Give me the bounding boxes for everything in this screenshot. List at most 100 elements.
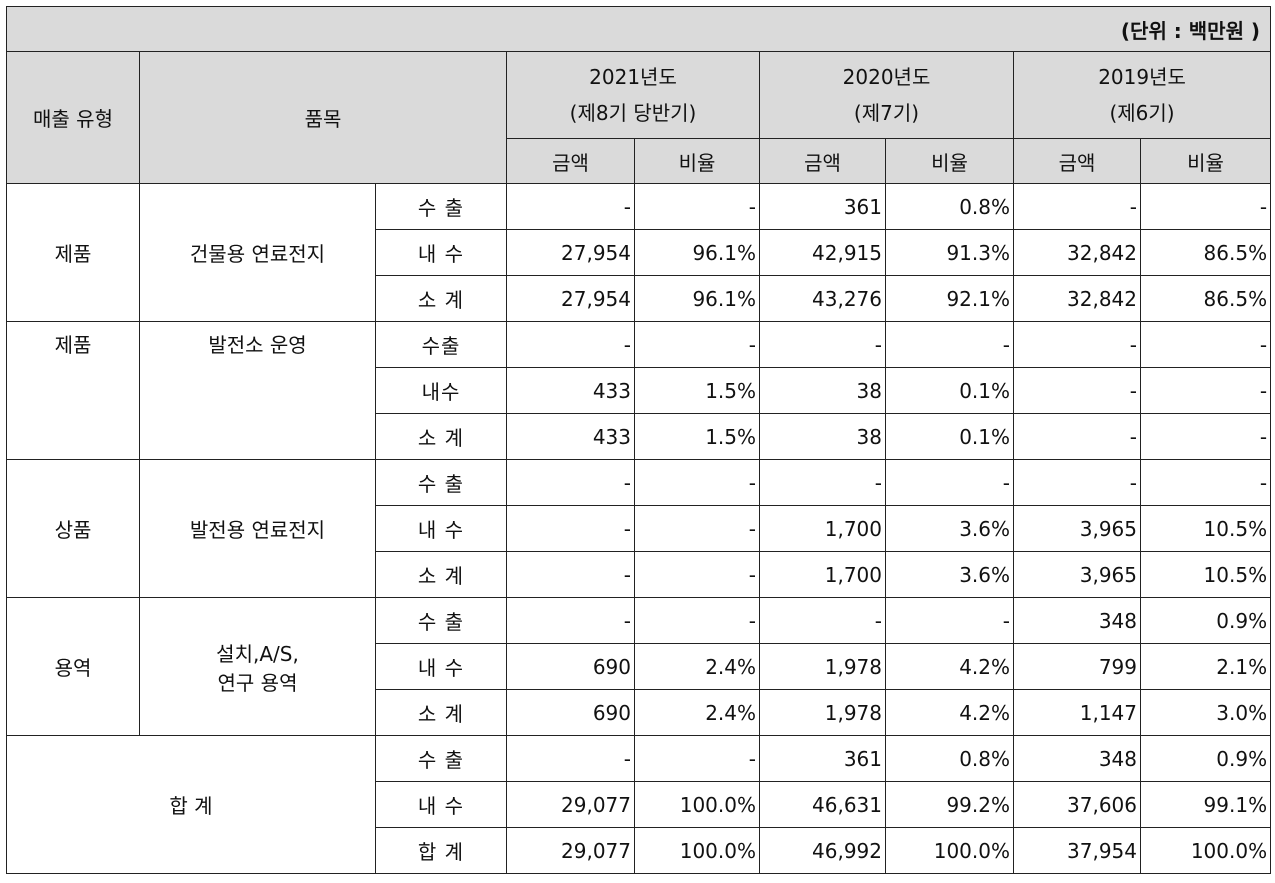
value-cell: - <box>634 735 760 782</box>
header-year-line2: (제8기 당반기) <box>569 101 697 125</box>
unit-label: (단위 : 백만원 ) <box>5 6 1272 52</box>
value-cell: 1,978 <box>759 689 886 736</box>
value-cell: - <box>759 321 886 368</box>
value-cell: 42,915 <box>759 229 886 276</box>
value-cell: 1.5% <box>634 367 760 414</box>
value-cell: 27,954 <box>506 275 635 322</box>
value-cell: 1,700 <box>759 551 886 598</box>
value-cell: 0.1% <box>885 367 1014 414</box>
row-label: 내수 <box>375 367 507 414</box>
value-cell: - <box>759 459 886 506</box>
value-cell: 38 <box>759 413 886 460</box>
value-cell: 46,631 <box>759 781 886 828</box>
table-row: 내 수 - - 1,700 3.6% 3,965 10.5% <box>7 505 1272 552</box>
table-row: 소 계 27,954 96.1% 43,276 92.1% 32,842 86.… <box>7 275 1272 322</box>
value-cell: 32,842 <box>1013 229 1141 276</box>
value-cell: - <box>506 321 635 368</box>
value-cell: 4.2% <box>885 689 1014 736</box>
total-row: 합 계 수 출 - - 361 0.8% 348 0.9% <box>6 735 1272 874</box>
value-cell: - <box>1139 321 1272 368</box>
row-label: 수 출 <box>375 459 507 506</box>
header-ratio: 비율 <box>634 138 760 184</box>
header-year-2020: 2020년도 (제7기) <box>759 51 1014 139</box>
value-cell: 0.9% <box>1139 597 1272 644</box>
value-cell: 37,606 <box>1013 781 1141 828</box>
value-cell: - <box>506 459 635 506</box>
value-cell: 3.6% <box>885 505 1014 552</box>
row-label: 수 출 <box>375 597 507 644</box>
value-cell: 2.1% <box>1139 643 1272 690</box>
table-row: 제품 발전소 운영 수출 - - - - - - <box>6 321 1272 460</box>
value-cell: 32,842 <box>1013 275 1141 322</box>
value-cell: - <box>506 735 635 782</box>
value-cell: - <box>759 597 886 644</box>
value-cell: 29,077 <box>506 781 635 828</box>
sales-type-cell: 상품 <box>6 459 140 598</box>
value-cell: 1,700 <box>759 505 886 552</box>
value-cell: - <box>1139 413 1272 460</box>
row-label: 소 계 <box>375 551 507 598</box>
value-cell: 10.5% <box>1139 505 1272 552</box>
value-cell: - <box>1013 321 1141 368</box>
total-label: 합 계 <box>6 735 376 874</box>
value-cell: 10.5% <box>1139 551 1272 598</box>
value-cell: 99.2% <box>885 781 1014 828</box>
value-cell: 96.1% <box>634 229 760 276</box>
header-year-line1: 2020년도 <box>842 65 931 89</box>
sales-type-cell: 제품 <box>6 321 140 460</box>
header-year-line2: (제6기) <box>1109 101 1175 125</box>
item-line2: 연구 용역 <box>217 670 298 695</box>
value-cell: 433 <box>506 367 635 414</box>
sales-type-cell: 용역 <box>6 597 140 736</box>
item-cell: 발전소 운영 <box>139 321 376 460</box>
row-label: 수 출 <box>375 735 507 782</box>
value-cell: 100.0% <box>1139 827 1272 874</box>
header-year-2019: 2019년도 (제6기) <box>1012 51 1272 139</box>
value-cell: 100.0% <box>885 827 1014 874</box>
value-cell: - <box>634 183 760 230</box>
value-cell: 361 <box>759 735 886 782</box>
table-body: (단위 : 백만원 ) 매출 유형 품목 2021년도 (제8기 당반기) 202… <box>5 6 1272 874</box>
table-row: 상품 발전용 연료전지 수 출 - - - - - - <box>6 459 1272 598</box>
item-cell: 설치,A/S, 연구 용역 <box>139 597 376 736</box>
value-cell: 29,077 <box>506 827 635 874</box>
header-amount: 금액 <box>1013 138 1141 184</box>
header-ratio: 비율 <box>1139 138 1272 184</box>
row-label: 내 수 <box>375 781 507 828</box>
value-cell: 1.5% <box>634 413 760 460</box>
value-cell: 27,954 <box>506 229 635 276</box>
value-cell: 799 <box>1013 643 1141 690</box>
value-cell: - <box>1013 183 1141 230</box>
value-cell: - <box>1139 367 1272 414</box>
value-cell: - <box>506 551 635 598</box>
value-cell: - <box>1013 459 1141 506</box>
value-cell: - <box>885 459 1014 506</box>
row-label: 소 계 <box>375 413 507 460</box>
value-cell: 37,954 <box>1013 827 1141 874</box>
item-line1: 설치,A/S, <box>216 641 299 666</box>
value-cell: - <box>634 597 760 644</box>
value-cell: 690 <box>506 689 635 736</box>
table-row: 소 계 - - 1,700 3.6% 3,965 10.5% <box>7 551 1272 598</box>
value-cell: 433 <box>506 413 635 460</box>
total-row: 합 계 29,077 100.0% 46,992 100.0% 37,954 1… <box>7 827 1272 874</box>
value-cell: 348 <box>1013 735 1141 782</box>
header-year-line1: 2019년도 <box>1098 65 1186 89</box>
value-cell: 92.1% <box>885 275 1014 322</box>
value-cell: 690 <box>506 643 635 690</box>
value-cell: - <box>1139 459 1272 506</box>
table-row: 제품 건물용 연료전지 수 출 - - 361 0.8% - - <box>6 183 1272 322</box>
table-row: 내 수 690 2.4% 1,978 4.2% 799 2.1% <box>7 643 1272 690</box>
value-cell: 3,965 <box>1013 551 1141 598</box>
row-label: 합 계 <box>375 827 507 874</box>
header-ratio: 비율 <box>885 138 1014 184</box>
header-sales-type: 매출 유형 <box>6 51 140 184</box>
value-cell: 100.0% <box>634 781 760 828</box>
value-cell: 2.4% <box>634 643 760 690</box>
row-label: 내 수 <box>375 229 507 276</box>
table-row: 내수 433 1.5% 38 0.1% - - <box>7 367 1272 414</box>
row-label: 내 수 <box>375 505 507 552</box>
value-cell: 99.1% <box>1139 781 1272 828</box>
header-row-metrics: 금액 비율 금액 비율 금액 비율 <box>7 138 1272 184</box>
value-cell: 43,276 <box>759 275 886 322</box>
